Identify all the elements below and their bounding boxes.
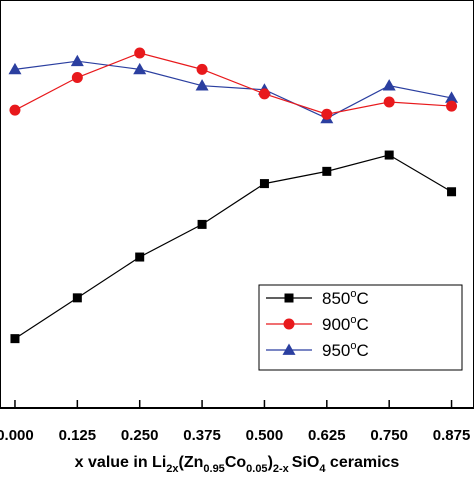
series-line-s850 (14, 154, 452, 340)
x-tick-label: 0.250 (121, 427, 159, 444)
x-axis-label: x value in Li2x(Zn0.95Co0.05)2-x SiO4 cer… (75, 454, 400, 474)
series-line-s950 (14, 60, 452, 119)
legend-entry-s850: 850oC (266, 288, 369, 308)
legend-entry-s950: 950oC (266, 340, 369, 360)
data-point-s900 (446, 100, 458, 112)
series-s900 (9, 47, 458, 120)
x-tick-label: 0.125 (59, 427, 97, 444)
x-tick-label: 0.000 (0, 427, 34, 444)
data-point-s850 (72, 293, 82, 303)
data-point-s900 (383, 96, 395, 108)
series-s950 (8, 54, 459, 124)
legend-label: 850oC (322, 288, 369, 308)
data-point-s950 (445, 91, 459, 103)
data-point-s850 (10, 334, 20, 344)
legend-marker-s850 (284, 293, 294, 303)
data-point-s850 (259, 179, 269, 189)
series-s850 (10, 150, 457, 344)
data-point-s900 (134, 47, 146, 59)
x-tick-label: 0.750 (370, 427, 408, 444)
data-point-s900 (196, 63, 208, 75)
data-point-s850 (447, 187, 457, 197)
x-tick-label: 0.500 (246, 427, 284, 444)
series-layer (8, 47, 459, 344)
legend-marker-s900 (283, 318, 295, 330)
legend: 850oC 900oC 950oC (258, 284, 463, 371)
data-point-s950 (8, 62, 22, 75)
data-point-s900 (321, 108, 333, 120)
series-line-s900 (14, 52, 452, 115)
data-point-s950 (70, 54, 84, 67)
data-point-s850 (135, 252, 145, 262)
legend-label: 900oC (322, 314, 369, 334)
data-point-s850 (384, 150, 394, 160)
data-point-s900 (258, 88, 270, 100)
x-axis-ticks (14, 400, 453, 408)
data-point-s850 (197, 219, 207, 229)
x-tick-label: 0.875 (433, 427, 471, 444)
x-axis-tick-labels: 0.000 0.125 0.250 0.375 0.500 0.625 0.750 0.875 (0, 427, 470, 444)
data-point-s850 (322, 166, 332, 176)
data-point-s900 (71, 72, 83, 84)
legend-entry-s900: 900oC (266, 314, 369, 334)
plot-frame (0, 0, 474, 409)
data-point-s950 (195, 79, 209, 91)
legend-marker-s950 (282, 343, 296, 355)
x-tick-label: 0.625 (308, 427, 346, 444)
legend-label: 950oC (322, 340, 369, 360)
data-point-s950 (382, 79, 396, 91)
data-point-s900 (9, 104, 21, 116)
data-point-s950 (133, 62, 147, 75)
x-tick-label: 0.375 (183, 427, 221, 444)
